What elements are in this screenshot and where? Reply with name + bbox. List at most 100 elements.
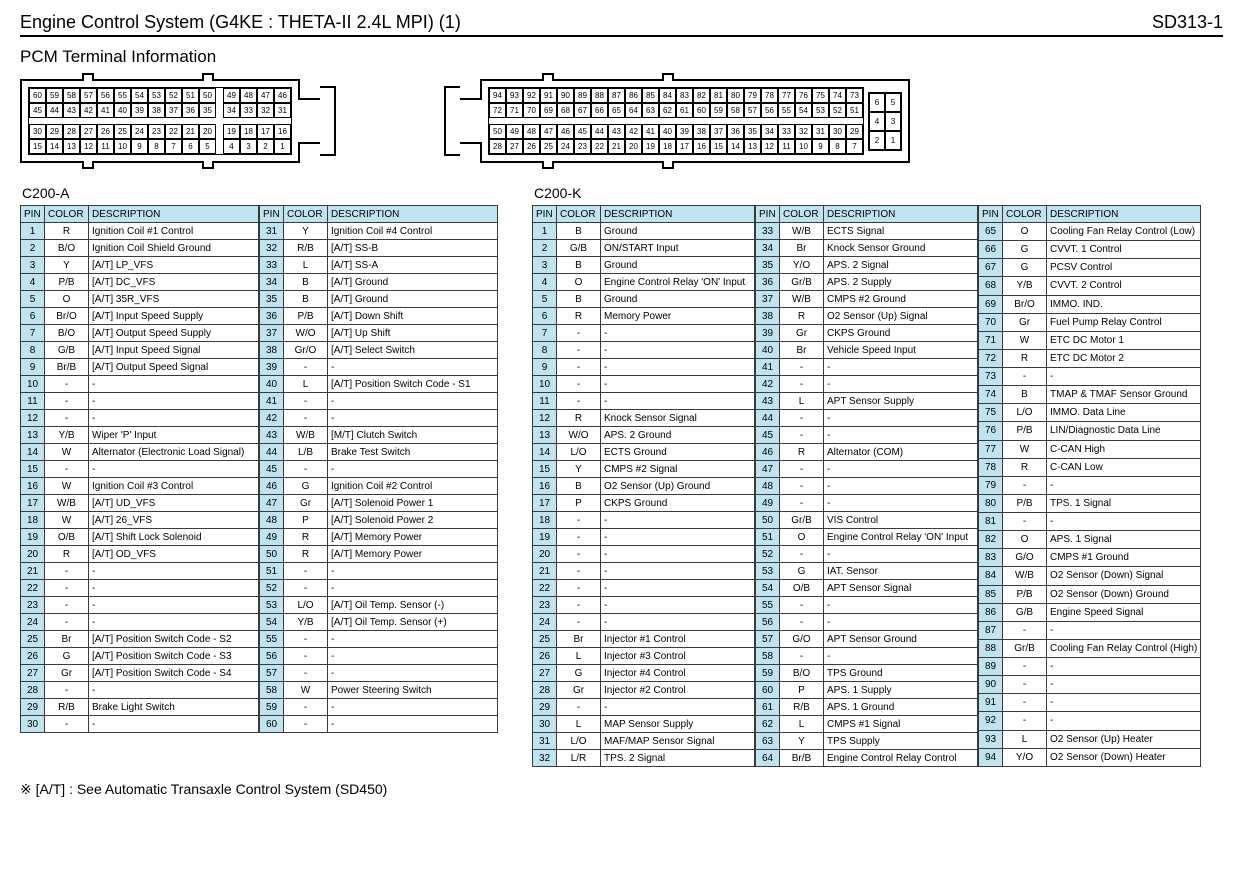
pin-45: 45 [29,103,46,118]
pin-45: 45 [574,124,591,139]
pin-10: 10 [795,139,812,154]
table-row: 25Br[A/T] Position Switch Code - S2 [21,631,259,648]
pin-1: 1 [274,139,291,154]
table-row: 11-- [21,393,259,410]
pin-37: 37 [710,124,727,139]
pin-28: 28 [63,124,80,139]
pin-50: 50 [199,88,216,103]
table-row: 43W/B[M/T] Clutch Switch [260,427,498,444]
table-row: 53GIAT. Sensor [756,563,978,580]
pin-13: 13 [744,139,761,154]
table-row: 21-- [533,563,755,580]
pin-15: 15 [29,139,46,154]
pin-table: PINCOLORDESCRIPTION65OCooling Fan Relay … [978,205,1201,767]
table-row: 27GInjector #4 Control [533,665,755,682]
table-row: 3BGround [533,257,755,274]
table-row: 6Br/O[A/T] Input Speed Supply [21,308,259,325]
table-row: 44L/BBrake Test Switch [260,444,498,461]
table-row: 8G/B[A/T] Input Speed Signal [21,342,259,359]
header-row: Engine Control System (G4KE : THETA-II 2… [20,12,1223,37]
table-row: 59-- [260,699,498,716]
table-row: 24-- [21,614,259,631]
table-row: 49R[A/T] Memory Power [260,529,498,546]
table-row: 43LAPT Sensor Supply [756,393,978,410]
table-row: 12RKnock Sensor Signal [533,410,755,427]
pin-41: 41 [642,124,659,139]
table-row: 22-- [533,580,755,597]
page-title: Engine Control System (G4KE : THETA-II 2… [20,12,461,33]
pin-19: 19 [223,124,240,139]
table-row: 5BGround [533,291,755,308]
table-row: 90-- [979,676,1201,694]
pin-17: 17 [257,124,274,139]
table-row: 15-- [21,461,259,478]
table-row: 60PAPS. 1 Supply [756,682,978,699]
table-row: 87-- [979,621,1201,639]
table-row: 85P/BO2 Sensor (Down) Ground [979,585,1201,603]
table-row: 40L[A/T] Position Switch Code - S1 [260,376,498,393]
table-row: 21-- [21,563,259,580]
connector-a-diagram: 6059585756555453525150494847464544434241… [20,79,300,163]
pin-87: 87 [608,88,625,103]
table-row: 58WPower Steering Switch [260,682,498,699]
pin-35: 35 [744,124,761,139]
table-row: 67GPCSV Control [979,259,1201,277]
pin-52: 52 [829,103,846,118]
table-row: 82OAPS. 1 Signal [979,531,1201,549]
table-row: 20R[A/T] OD_VFS [21,546,259,563]
pin-90: 90 [557,88,574,103]
pin-75: 75 [812,88,829,103]
table-row: 2G/BON/START Input [533,240,755,257]
pin-20: 20 [625,139,642,154]
pin-94: 94 [489,88,506,103]
pin-77: 77 [778,88,795,103]
table-row: 91-- [979,694,1201,712]
page-code: SD313-1 [1152,12,1223,33]
table-row: 35Y/OAPS. 2 Signal [756,257,978,274]
table-row: 1BGround [533,223,755,240]
table-row: 72RETC DC Motor 2 [979,349,1201,367]
pin-93: 93 [506,88,523,103]
table-row: 32L/RTPS. 2 Signal [533,750,755,767]
table-row: 17W/B[A/T] UD_VFS [21,495,259,512]
table-row: 30LMAP Sensor Supply [533,716,755,733]
table-row: 29-- [533,699,755,716]
pin-78: 78 [761,88,778,103]
pin-80: 80 [727,88,744,103]
pin-29: 29 [846,124,863,139]
table-row: 88Gr/BCooling Fan Relay Control (High) [979,639,1201,657]
table-row: 35B[A/T] Ground [260,291,498,308]
table-row: 78RC-CAN Low [979,458,1201,476]
pin-27: 27 [80,124,97,139]
pin-28: 28 [489,139,506,154]
pin-16: 16 [693,139,710,154]
table-row: 62LCMPS #1 Signal [756,716,978,733]
table-row: 45-- [260,461,498,478]
pin-24: 24 [131,124,148,139]
table-row: 55-- [260,631,498,648]
pin-54: 54 [795,103,812,118]
table-row: 18W[A/T] 26_VFS [21,512,259,529]
pin-81: 81 [710,88,727,103]
pin-12: 12 [761,139,778,154]
pin-19: 19 [642,139,659,154]
table-row: 86G/BEngine Speed Signal [979,603,1201,621]
table-row: 5O[A/T] 35R_VFS [21,291,259,308]
pin-31: 31 [274,103,291,118]
pin-12: 12 [80,139,97,154]
pin-38: 38 [693,124,710,139]
connector-k-diagram: 9493929190898887868584838281807978777675… [480,79,910,163]
pin-40: 40 [114,103,131,118]
pin-50: 50 [489,124,506,139]
table-row: 7-- [533,325,755,342]
table-row: 50Gr/BVIS Control [756,512,978,529]
pin-25: 25 [114,124,131,139]
pin-48: 48 [523,124,540,139]
pin-22: 22 [591,139,608,154]
pin-35: 35 [199,103,216,118]
pin-9: 9 [812,139,829,154]
pin-67: 67 [574,103,591,118]
table-row: 28GrInjector #2 Control [533,682,755,699]
table-row: 4P/B[A/T] DC_VFS [21,274,259,291]
pin-48: 48 [240,88,257,103]
